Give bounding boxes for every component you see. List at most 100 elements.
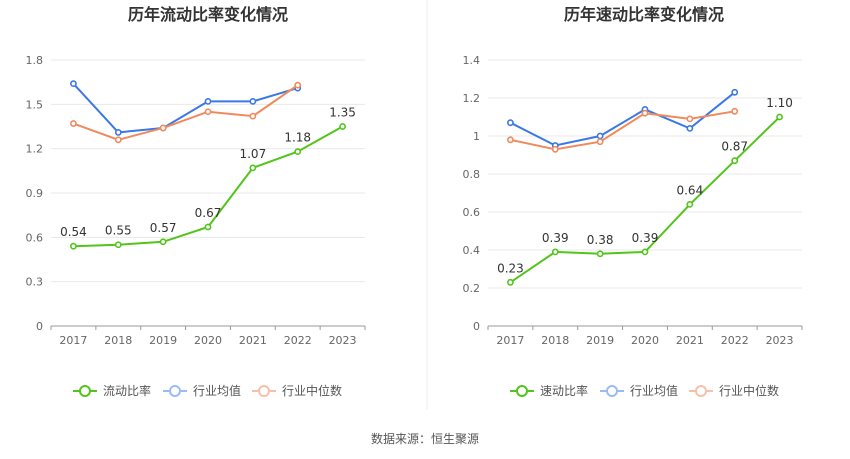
- data-label: 1.35: [329, 106, 356, 120]
- company-point: [596, 250, 604, 258]
- x-tick-label: 2018: [104, 334, 132, 347]
- legend-item-industry-median[interactable]: 行业中位数: [252, 383, 342, 398]
- data-label: 1.18: [284, 131, 311, 145]
- y-tick-label: 0.3: [26, 276, 44, 289]
- y-tick-label: 1.4: [463, 54, 481, 67]
- y-tick-label: 0.8: [463, 168, 481, 181]
- data-label: 1.10: [766, 96, 793, 110]
- y-tick-label: 1.2: [26, 143, 44, 156]
- x-tick-label: 2020: [194, 334, 222, 347]
- x-tick-label: 2021: [676, 334, 704, 347]
- industry-median-point: [731, 107, 739, 115]
- data-label: 0.39: [542, 231, 569, 245]
- company-point: [159, 238, 167, 246]
- data-label: 1.07: [239, 147, 266, 161]
- legend-item-company[interactable]: 速动比率: [510, 383, 588, 398]
- y-tick-label: 0.6: [26, 231, 44, 244]
- industry-avg-point: [596, 132, 604, 140]
- y-tick-label: 0.2: [463, 282, 481, 295]
- data-label: 0.39: [632, 231, 659, 245]
- industry-avg-point: [114, 129, 122, 136]
- x-tick-label: 2019: [586, 334, 614, 347]
- x-tick-label: 2023: [766, 334, 794, 347]
- legend-item-industry-avg[interactable]: 行业均值: [600, 383, 678, 398]
- y-tick-label: 0.9: [26, 187, 44, 200]
- y-tick-label: 1.2: [463, 92, 481, 105]
- source-note: 数据来源：恒生聚源: [371, 431, 479, 446]
- x-tick-label: 2017: [496, 334, 524, 347]
- company-point: [204, 223, 212, 231]
- industry-median-point: [686, 115, 694, 123]
- quick-ratio-chart: 历年速动比率变化情况 0 0.2 0.4 0.6 0.8 1 1.2 1.4 2017 2018 20…: [463, 5, 803, 398]
- industry-median-point: [507, 136, 514, 144]
- company-point: [641, 248, 649, 256]
- data-label: 0.23: [497, 261, 524, 275]
- x-tick-label: 2017: [59, 334, 87, 347]
- industry-avg-point: [70, 80, 77, 88]
- industry-median-line: [510, 110, 735, 151]
- company-point: [114, 241, 122, 249]
- data-label: 0.64: [676, 183, 703, 197]
- y-tick-label: 1.5: [26, 98, 44, 111]
- legend-label: 行业均值: [630, 383, 678, 398]
- legend-label: 流动比率: [103, 383, 151, 398]
- industry-avg-line: [72, 82, 298, 134]
- legend-marker-icon: [79, 385, 91, 397]
- company-point: [507, 278, 514, 286]
- company-point: [551, 248, 559, 256]
- company-point: [776, 113, 783, 121]
- chart-title: 历年流动比率变化情况: [128, 5, 288, 24]
- x-tick-label: 2021: [239, 334, 267, 347]
- x-tick-label: 2019: [149, 334, 177, 347]
- legend-label: 行业中位数: [282, 383, 342, 398]
- legend-marker-icon: [516, 385, 528, 397]
- legend-item-industry-median[interactable]: 行业中位数: [689, 383, 779, 398]
- industry-avg-point: [507, 119, 514, 127]
- x-tick-label: 2023: [329, 334, 357, 347]
- industry-median-point: [114, 136, 122, 144]
- industry-median-point: [641, 109, 649, 117]
- industry-median-point: [159, 124, 167, 132]
- industry-median-point: [596, 138, 604, 146]
- data-label: 0.57: [150, 221, 177, 235]
- company-point: [731, 157, 739, 165]
- industry-avg-point: [204, 97, 212, 105]
- industry-median-point: [204, 108, 212, 116]
- data-label: 0.67: [195, 206, 222, 220]
- y-tick-label: 1: [473, 130, 480, 143]
- legend-item-industry-avg[interactable]: 行业均值: [163, 383, 241, 398]
- y-tick-label: 0: [473, 320, 480, 333]
- data-label: 0.54: [60, 225, 87, 239]
- company-point: [339, 123, 346, 130]
- x-tick-label: 2022: [284, 334, 312, 347]
- data-label: 0.87: [721, 140, 748, 154]
- industry-median-point: [70, 120, 77, 127]
- legend-label: 行业均值: [193, 383, 241, 398]
- y-tick-label: 0: [36, 320, 43, 333]
- data-label: 0.38: [587, 233, 614, 247]
- company-point: [294, 148, 302, 156]
- legend-marker-icon: [169, 385, 181, 397]
- legend-marker-icon: [258, 385, 270, 397]
- legend-label: 行业中位数: [719, 383, 779, 398]
- legend-marker-icon: [606, 385, 618, 397]
- industry-median-point: [249, 112, 257, 120]
- industry-avg-point: [686, 124, 694, 132]
- industry-median-point: [294, 81, 302, 89]
- data-label: 0.55: [105, 224, 132, 238]
- company-point: [249, 164, 257, 172]
- legend-item-company[interactable]: 流动比率: [73, 383, 151, 398]
- industry-avg-line: [509, 91, 736, 147]
- company-point: [686, 200, 694, 208]
- company-point: [70, 242, 77, 250]
- legend-marker-icon: [695, 385, 707, 397]
- y-tick-label: 0.4: [463, 244, 481, 257]
- x-tick-label: 2022: [721, 334, 749, 347]
- y-tick-label: 0.6: [463, 206, 481, 219]
- industry-median-line: [73, 84, 299, 141]
- y-tick-label: 1.8: [26, 54, 44, 67]
- x-tick-label: 2018: [541, 334, 569, 347]
- x-tick-label: 2020: [631, 334, 659, 347]
- industry-avg-point: [731, 88, 739, 96]
